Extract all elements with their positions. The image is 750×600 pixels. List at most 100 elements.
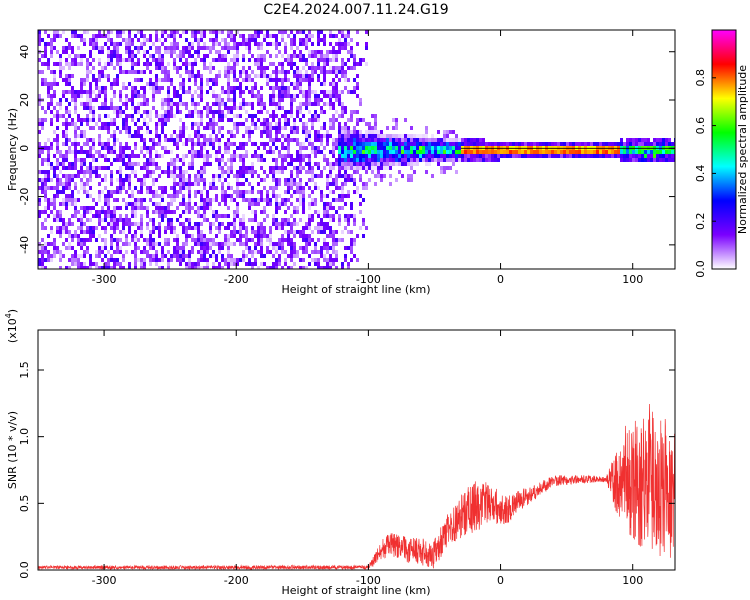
heatmap-cell: [242, 166, 245, 170]
heatmap-cell: [365, 130, 368, 134]
heatmap-cell: [299, 230, 302, 234]
heatmap-cell: [227, 130, 230, 134]
heatmap-cell: [152, 258, 155, 262]
heatmap-cell: [134, 142, 137, 146]
heatmap-cell: [143, 142, 146, 146]
heatmap-cell: [86, 90, 89, 94]
heatmap-cell: [155, 62, 158, 66]
heatmap-cell: [254, 86, 257, 90]
heatmap-cell: [320, 218, 323, 222]
heatmap-cell: [431, 138, 434, 142]
heatmap-cell: [197, 154, 200, 158]
heatmap-cell: [359, 146, 362, 150]
heatmap-cell: [614, 150, 617, 154]
heatmap-cell: [92, 198, 95, 202]
heatmap-cell: [356, 170, 359, 174]
heatmap-cell: [323, 194, 326, 198]
heatmap-cell: [290, 42, 293, 46]
heatmap-cell: [197, 242, 200, 246]
heatmap-cell: [332, 86, 335, 90]
heatmap-cell: [260, 74, 263, 78]
heatmap-cell: [293, 242, 296, 246]
heatmap-cell: [119, 186, 122, 190]
heatmap-cell: [218, 94, 221, 98]
heatmap-cell: [644, 158, 647, 162]
heatmap-cell: [398, 134, 401, 138]
heatmap-cell: [197, 110, 200, 114]
heatmap-cell: [116, 74, 119, 78]
heatmap-cell: [260, 198, 263, 202]
heatmap-cell: [128, 30, 131, 34]
heatmap-cell: [137, 90, 140, 94]
heatmap-cell: [83, 38, 86, 42]
heatmap-cell: [284, 114, 287, 118]
heatmap-cell: [218, 178, 221, 182]
heatmap-cell: [440, 142, 443, 146]
heatmap-cell: [266, 66, 269, 70]
heatmap-cell: [350, 134, 353, 138]
heatmap-cell: [365, 30, 368, 34]
heatmap-cell: [479, 142, 482, 146]
heatmap-cell: [161, 186, 164, 190]
heatmap-cell: [59, 98, 62, 102]
heatmap-cell: [671, 158, 674, 162]
heatmap-cell: [110, 58, 113, 62]
heatmap-cell: [497, 158, 500, 162]
heatmap-cell: [212, 178, 215, 182]
heatmap-cell: [38, 94, 41, 98]
heatmap-cell: [155, 178, 158, 182]
heatmap-cell: [110, 150, 113, 154]
heatmap-cell: [452, 146, 455, 150]
heatmap-cell: [137, 178, 140, 182]
heatmap-cell: [38, 178, 41, 182]
heatmap-cell: [179, 138, 182, 142]
heatmap-cell: [311, 34, 314, 38]
heatmap-cell: [116, 206, 119, 210]
heatmap-cell: [251, 218, 254, 222]
heatmap-cell: [170, 150, 173, 154]
heatmap-cell: [365, 166, 368, 170]
heatmap-cell: [272, 70, 275, 74]
heatmap-cell: [149, 46, 152, 50]
heatmap-cell: [89, 262, 92, 266]
heatmap-cell: [248, 166, 251, 170]
heatmap-cell: [89, 266, 92, 269]
heatmap-cell: [101, 166, 104, 170]
heatmap-cell: [287, 134, 290, 138]
heatmap-cell: [149, 114, 152, 118]
heatmap-cell: [296, 74, 299, 78]
heatmap-cell: [68, 234, 71, 238]
heatmap-cell: [161, 122, 164, 126]
heatmap-cell: [86, 190, 89, 194]
heatmap-cell: [122, 126, 125, 130]
heatmap-cell: [227, 82, 230, 86]
heatmap-cell: [200, 86, 203, 90]
heatmap-cell: [278, 70, 281, 74]
heatmap-cell: [158, 242, 161, 246]
heatmap-cell: [104, 210, 107, 214]
heatmap-cell: [518, 142, 521, 146]
heatmap-cell: [341, 34, 344, 38]
heatmap-cell: [140, 126, 143, 130]
heatmap-cell: [68, 218, 71, 222]
heatmap-cell: [293, 50, 296, 54]
heatmap-cell: [107, 50, 110, 54]
heatmap-cell: [128, 98, 131, 102]
heatmap-cell: [128, 202, 131, 206]
heatmap-cell: [311, 54, 314, 58]
heatmap-cell: [335, 186, 338, 190]
heatmap-cell: [65, 154, 68, 158]
heatmap-cell: [47, 66, 50, 70]
heatmap-cell: [548, 142, 551, 146]
heatmap-cell: [338, 206, 341, 210]
heatmap-cell: [476, 150, 479, 154]
heatmap-cell: [131, 194, 134, 198]
heatmap-cell: [152, 42, 155, 46]
heatmap-cell: [101, 34, 104, 38]
heatmap-cell: [149, 82, 152, 86]
heatmap-cell: [311, 250, 314, 254]
heatmap-cell: [290, 106, 293, 110]
heatmap-cell: [452, 150, 455, 154]
heatmap-cell: [161, 86, 164, 90]
heatmap-cell: [302, 250, 305, 254]
